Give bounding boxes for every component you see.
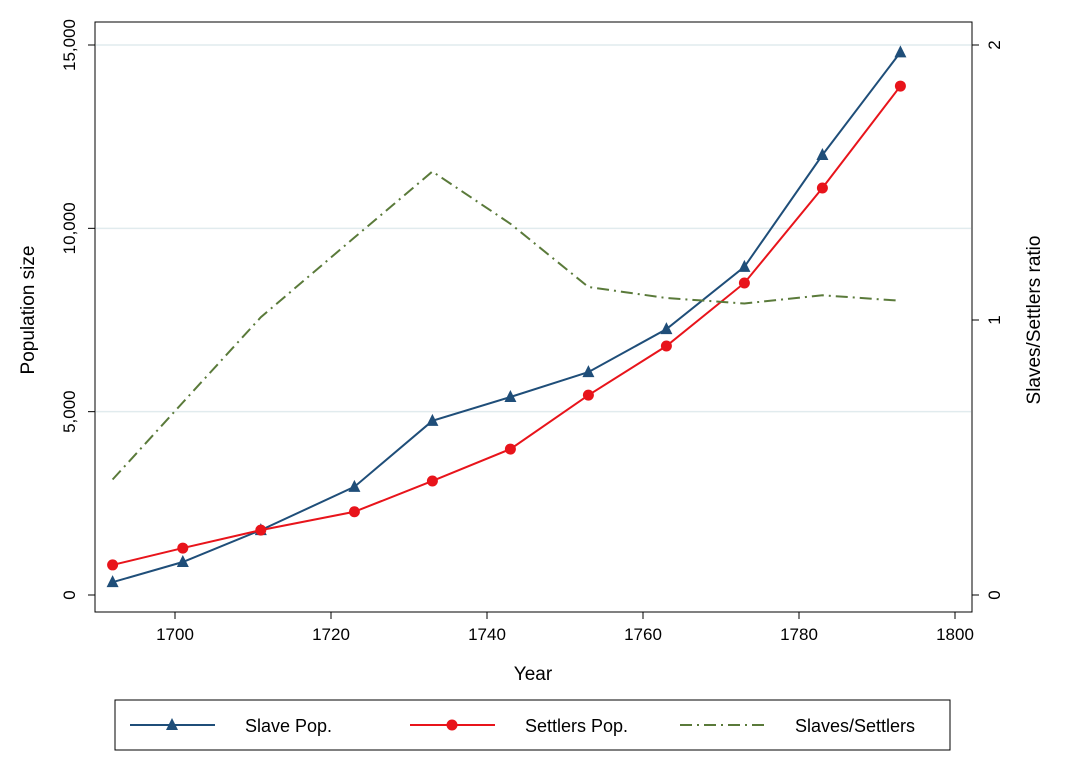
plot-area [94,21,973,613]
legend-label: Slaves/Settlers [795,716,915,736]
data-point [582,365,595,378]
y2-tick-label: 0 [985,590,1004,599]
legend-label: Slave Pop. [245,716,332,736]
legend-marker [446,719,458,731]
y-axis-label: Population size [18,246,39,375]
x-tick-label: 1800 [936,625,974,644]
data-point [660,322,673,335]
y2-tick-label: 1 [985,315,1004,324]
data-point [177,542,189,554]
y2-tick-label: 2 [985,40,1004,49]
data-point [107,559,119,571]
data-point [816,182,828,194]
y-tick-label: 0 [60,590,79,599]
data-point [348,479,361,492]
series-line-2 [111,170,901,481]
x-tick-label: 1720 [312,625,350,644]
data-point [504,443,516,455]
data-point [894,80,906,92]
data-point [176,555,189,567]
data-point [255,524,267,536]
y-tick-label: 5,000 [60,390,79,433]
y-tick-label: 10,000 [60,202,79,254]
x-tick-label: 1780 [780,625,818,644]
data-point [106,575,119,588]
data-point [738,259,751,272]
data-point [582,389,594,401]
data-point [504,390,517,402]
x-axis-label: Year [514,664,553,685]
y2-axis-label: Slaves/Settlers ratio [1024,236,1045,405]
legend [114,699,951,751]
data-point [894,45,907,58]
data-point [426,475,438,487]
data-point [816,148,829,160]
data-point [660,340,672,352]
data-point [348,506,360,518]
x-tick-label: 1760 [624,625,662,644]
data-point [738,277,750,289]
x-tick-label: 1700 [156,625,194,644]
legend-label: Settlers Pop. [525,716,628,736]
data-point [426,413,439,426]
y-tick-label: 15,000 [60,19,79,71]
legend-marker [166,718,178,730]
x-tick-label: 1740 [468,625,506,644]
